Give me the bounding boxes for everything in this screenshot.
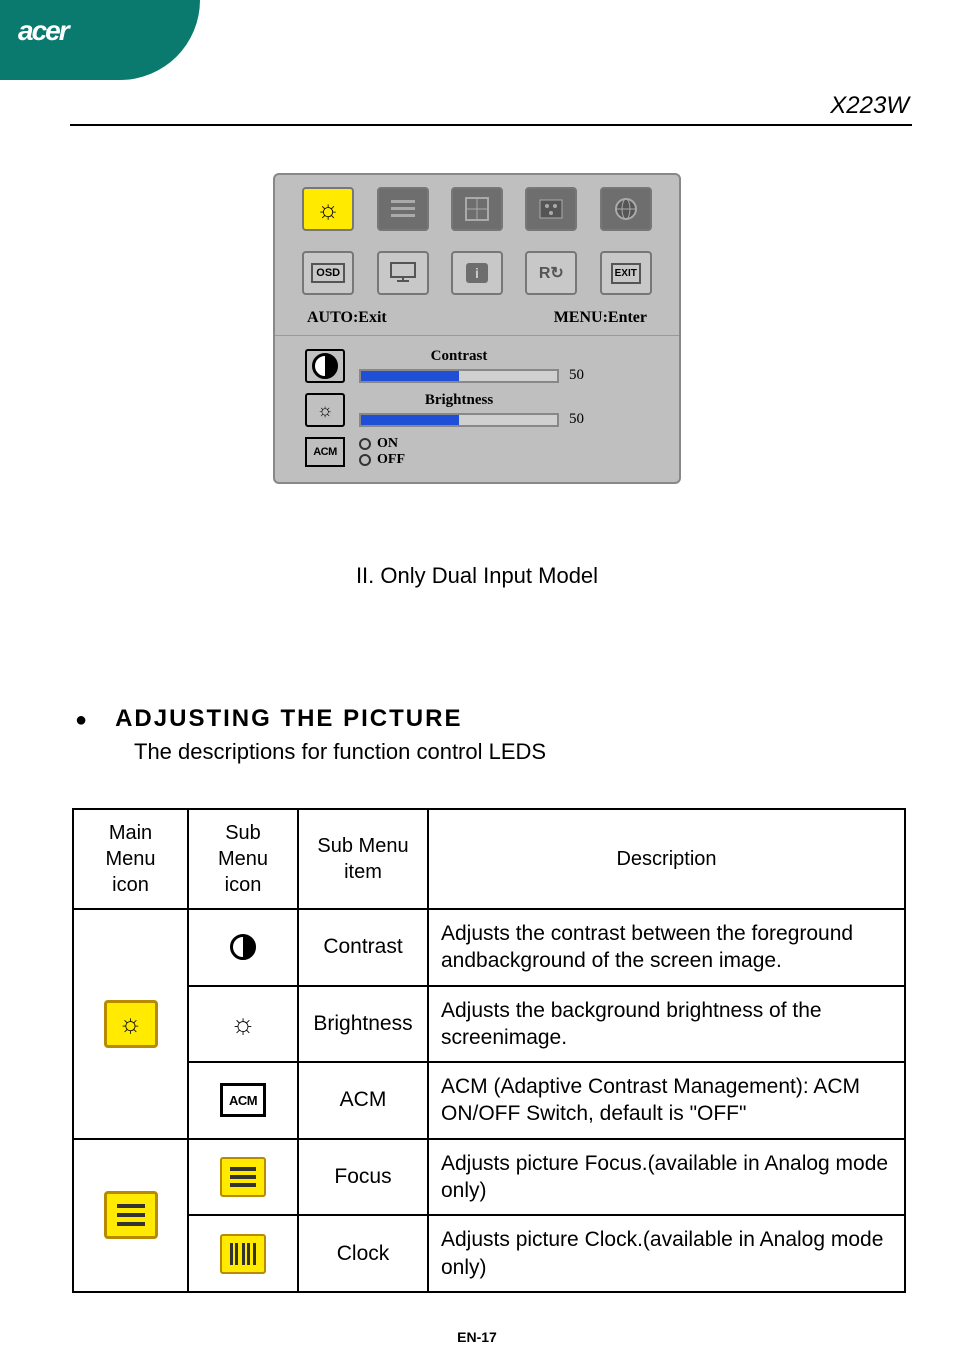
section-subtitle: The descriptions for function control LE… (134, 739, 909, 765)
brightness-label: Brightness (359, 392, 559, 409)
main-icon-brightness: ☼ (73, 909, 188, 1139)
contrast-slider[interactable] (359, 369, 559, 383)
osd-panel: ☼ OSD i R↻ EXIT AUTO:Exit MENU:Enter Con… (273, 173, 681, 484)
item-clock: Clock (298, 1215, 428, 1292)
sub-icon-brightness: ☼ (188, 986, 298, 1063)
model-label: X223W (830, 92, 909, 120)
table-header-row: Main Menu icon Sub Menu icon Sub Menu it… (73, 809, 905, 909)
position-menu-icon[interactable] (451, 187, 503, 231)
item-contrast: Contrast (298, 909, 428, 986)
contrast-icon (305, 349, 345, 383)
th-description: Description (428, 809, 905, 909)
acm-row: ACM ON OFF (305, 436, 649, 468)
desc-focus: Adjusts picture Focus.(available in Anal… (428, 1139, 905, 1216)
contrast-row: Contrast 50 (305, 348, 649, 384)
sub-icon-clock (188, 1215, 298, 1292)
figure-caption: II. Only Dual Input Model (0, 563, 954, 589)
reset-icon: R↻ (539, 263, 564, 283)
sub-icon-focus (188, 1139, 298, 1216)
osd-row-1: ☼ (275, 175, 679, 239)
brightness-slider[interactable] (359, 413, 559, 427)
acm-on-label: ON (377, 436, 398, 452)
header-rule (70, 124, 912, 126)
info-icon: i (464, 261, 490, 285)
hint-auto-exit: AUTO:Exit (307, 309, 387, 327)
info-menu-icon[interactable]: i (451, 251, 503, 295)
brand-logo: acer (18, 15, 68, 47)
desc-brightness: Adjusts the background brightness of the… (428, 986, 905, 1063)
sun-outline-icon: ☼ (220, 1004, 266, 1044)
brightness-value: 50 (569, 411, 584, 428)
sub-icon-contrast (188, 909, 298, 986)
section-title: ADJUSTING THE PICTURE (115, 705, 462, 733)
th-sub-item: Sub Menu item (298, 809, 428, 909)
sub-icon-acm: ACM (188, 1062, 298, 1139)
sun-icon: ☼ (316, 194, 340, 225)
osd-label-icon: OSD (311, 263, 345, 283)
picture-menu-icon[interactable] (377, 187, 429, 231)
monitor-icon (389, 261, 417, 285)
position-icon (464, 196, 490, 222)
focus-icon (220, 1157, 266, 1197)
osd-menu-icon[interactable]: OSD (302, 251, 354, 295)
brightness-icon: ☼ (305, 393, 345, 427)
section-adjusting: ● ADJUSTING THE PICTURE The descriptions… (75, 705, 909, 765)
acm-off-label: OFF (377, 452, 405, 468)
reset-menu-icon[interactable]: R↻ (525, 251, 577, 295)
osd-sliders: Contrast 50 ☼ Brightness 50 ACM ON OFF (275, 335, 679, 482)
th-sub-icon: Sub Menu icon (188, 809, 298, 909)
desc-clock: Adjusts picture Clock.(available in Anal… (428, 1215, 905, 1292)
lines-main-icon (104, 1191, 158, 1239)
osd-row-2: OSD i R↻ EXIT (275, 239, 679, 303)
brightness-row: ☼ Brightness 50 (305, 392, 649, 428)
exit-menu-icon[interactable]: EXIT (600, 251, 652, 295)
contrast-label: Contrast (359, 348, 559, 365)
table-row: ACM ACM ACM (Adaptive Contrast Managemen… (73, 1062, 905, 1139)
desc-contrast: Adjusts the contrast between the foregro… (428, 909, 905, 986)
table-row: Focus Adjusts picture Focus.(available i… (73, 1139, 905, 1216)
main-icon-picture (73, 1139, 188, 1292)
sun-icon: ☼ (104, 1000, 158, 1048)
table-row: ☼ Brightness Adjusts the background brig… (73, 986, 905, 1063)
clock-icon (220, 1234, 266, 1274)
bullet-icon: ● (75, 709, 87, 732)
item-acm: ACM (298, 1062, 428, 1139)
lines-icon (391, 200, 415, 218)
contrast-value: 50 (569, 367, 584, 384)
table-row: ☼ Contrast Adjusts the contrast between … (73, 909, 905, 986)
acm-icon: ACM (305, 437, 345, 467)
acm-off-option[interactable]: OFF (359, 452, 405, 468)
acm-on-option[interactable]: ON (359, 436, 405, 452)
brightness-menu-icon[interactable]: ☼ (302, 187, 354, 231)
item-brightness: Brightness (298, 986, 428, 1063)
hint-menu-enter: MENU:Enter (554, 309, 647, 327)
function-table: Main Menu icon Sub Menu icon Sub Menu it… (72, 808, 906, 1293)
input-menu-icon[interactable] (377, 251, 429, 295)
table-row: Clock Adjusts picture Clock.(available i… (73, 1215, 905, 1292)
desc-acm: ACM (Adaptive Contrast Management): ACM … (428, 1062, 905, 1139)
rgb-icon (538, 198, 564, 220)
globe-icon (613, 196, 639, 222)
language-menu-icon[interactable] (600, 187, 652, 231)
acm-box-icon: ACM (220, 1083, 266, 1117)
th-main-icon: Main Menu icon (73, 809, 188, 909)
setting-menu-icon[interactable] (525, 187, 577, 231)
exit-icon: EXIT (611, 263, 641, 284)
item-focus: Focus (298, 1139, 428, 1216)
osd-hint-row: AUTO:Exit MENU:Enter (275, 303, 679, 335)
svg-text:i: i (475, 265, 479, 281)
page-number: EN-17 (0, 1329, 954, 1345)
